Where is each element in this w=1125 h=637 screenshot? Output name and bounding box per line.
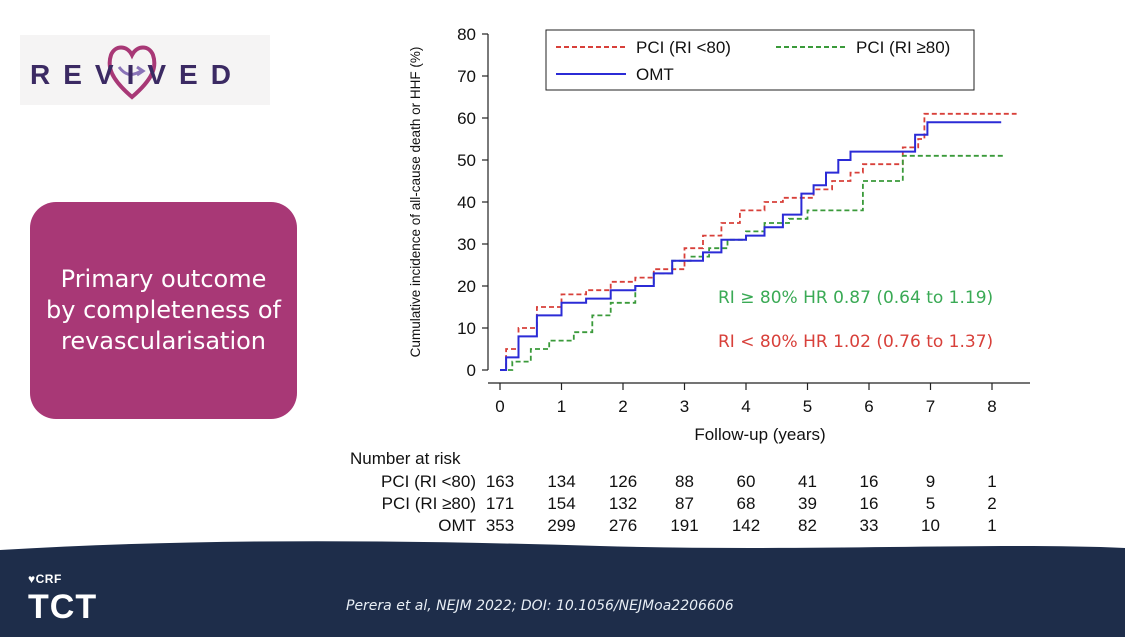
y-tick-label: 30 <box>457 235 476 254</box>
hr-annotation-1: RI < 80% HR 1.02 (0.76 to 1.37) <box>718 332 993 352</box>
risk-cell: 299 <box>547 516 575 535</box>
risk-row-label: PCI (RI ≥80) <box>382 494 476 513</box>
risk-cell: 191 <box>670 516 698 535</box>
risk-cell: 39 <box>798 494 817 513</box>
y-tick-label: 80 <box>457 25 476 44</box>
y-tick-label: 20 <box>457 277 476 296</box>
series-line-2 <box>500 121 1002 371</box>
risk-cell: 10 <box>921 516 940 535</box>
y-tick-label: 50 <box>457 151 476 170</box>
y-tick-label: 40 <box>457 193 476 212</box>
y-tick-label: 70 <box>457 67 476 86</box>
risk-cell: 41 <box>798 472 817 491</box>
citation: Perera et al, NEJM 2022; DOI: 10.1056/NE… <box>346 598 734 614</box>
risk-cell: 171 <box>486 494 514 513</box>
x-tick-label: 8 <box>987 397 996 416</box>
x-tick-label: 5 <box>803 397 812 416</box>
risk-table-title: Number at risk <box>350 449 461 468</box>
footer-band <box>0 541 1125 637</box>
y-tick-label: 10 <box>457 319 476 338</box>
outcome-callout: Primary outcome by completeness of revas… <box>30 202 297 419</box>
risk-cell: 16 <box>860 494 879 513</box>
risk-cell: 276 <box>609 516 637 535</box>
legend-box <box>545 29 975 91</box>
risk-cell: 1 <box>987 516 996 535</box>
chart-annotations: RI ≥ 80% HR 0.87 (0.64 to 1.19) RI < 80% … <box>718 288 993 352</box>
heart-small-icon: ♥ <box>28 572 36 586</box>
callout-text: Primary outcome by completeness of revas… <box>46 265 281 355</box>
x-tick-label: 2 <box>618 397 627 416</box>
revived-logo: REVIVED <box>20 35 270 105</box>
risk-cell: 16 <box>860 472 879 491</box>
km-chart: 0 10 20 30 40 50 60 70 80 0 1 2 3 4 5 6 7 8 Follow-up (yea… <box>350 25 1030 535</box>
y-axis-title: Cumulative incidence of all-cause death … <box>408 47 423 358</box>
chart-axes: 0 10 20 30 40 50 60 70 80 0 1 2 3 4 5 6 7 8 Follow-up (yea… <box>408 25 1030 444</box>
hr-annotation-0: RI ≥ 80% HR 0.87 (0.64 to 1.19) <box>718 288 993 308</box>
risk-cell: 87 <box>675 494 694 513</box>
risk-cell: 154 <box>547 494 575 513</box>
legend-label-2: OMT <box>636 65 674 84</box>
risk-cell: 68 <box>737 494 756 513</box>
tct-logo: ♥CRF TCT <box>28 572 97 627</box>
risk-row-label: OMT <box>438 516 476 535</box>
tct-label: TCT <box>28 588 98 626</box>
risk-cell: 82 <box>798 516 817 535</box>
risk-cell: 33 <box>860 516 879 535</box>
risk-cell: 132 <box>609 494 637 513</box>
risk-cell: 9 <box>926 472 935 491</box>
x-tick-label: 3 <box>680 397 689 416</box>
risk-cell: 163 <box>486 472 514 491</box>
risk-cell: 2 <box>987 494 996 513</box>
legend-label-1: PCI (RI ≥80) <box>856 38 950 57</box>
series-line-1 <box>500 154 1005 371</box>
y-tick-label: 60 <box>457 109 476 128</box>
risk-cell: 88 <box>675 472 694 491</box>
logo-text: REVIVED <box>30 59 244 90</box>
risk-cell: 5 <box>926 494 935 513</box>
x-tick-label: 0 <box>495 397 504 416</box>
legend-label-0: PCI (RI <80) <box>636 38 731 57</box>
x-tick-label: 1 <box>557 397 566 416</box>
chart-legend: PCI (RI <80) PCI (RI ≥80) OMT <box>545 29 975 91</box>
risk-table: Number at risk PCI (RI <80) 163 134 126 88 60 4… <box>350 449 997 535</box>
risk-cell: 1 <box>987 472 996 491</box>
y-tick-label: 0 <box>467 361 476 380</box>
heart-logo-icon <box>107 45 157 100</box>
x-tick-label: 7 <box>926 397 935 416</box>
risk-cell: 134 <box>547 472 575 491</box>
risk-cell: 60 <box>737 472 756 491</box>
risk-cell: 353 <box>486 516 514 535</box>
risk-row-label: PCI (RI <80) <box>381 472 476 491</box>
x-tick-label: 4 <box>741 397 750 416</box>
x-tick-label: 6 <box>864 397 873 416</box>
risk-cell: 142 <box>732 516 760 535</box>
x-axis-title: Follow-up (years) <box>694 425 825 444</box>
chart-series <box>500 112 1017 371</box>
risk-cell: 126 <box>609 472 637 491</box>
crf-label: CRF <box>35 572 62 586</box>
series-line-0 <box>500 112 1017 371</box>
